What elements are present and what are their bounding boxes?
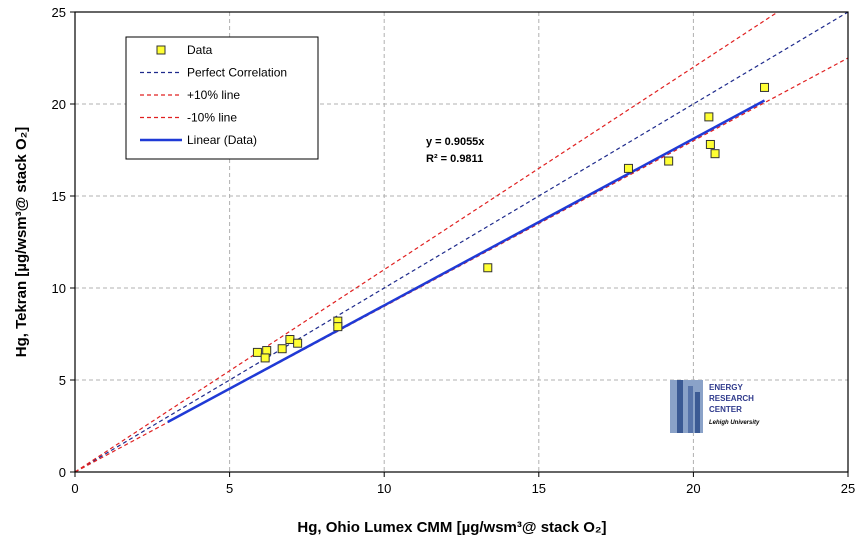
y-axis-title: Hg, Tekran [µg/wsm³@ stack O₂] [13,127,30,358]
x-tick-label-4: 20 [686,481,700,496]
logo-line-3: CENTER [709,405,742,414]
legend-label-linear-data: Linear (Data) [187,133,257,147]
energy-research-center-logo: ENERGY RESEARCH CENTER Lehigh University [670,380,760,433]
data-point-11 [704,112,714,122]
legend-label-10-line: +10% line [187,88,240,102]
y-axis-ticks: 0 5 10 15 20 25 [52,5,75,480]
legend-swatch-data [156,45,166,55]
data-point-12 [705,139,715,149]
data-point-9 [623,163,633,173]
x-tick-label-5: 25 [841,481,855,496]
linear-data-line [167,99,766,424]
trendline-equation: y = 0.9055x [426,136,485,148]
x-tick-label-2: 10 [377,481,391,496]
legend: Data Perfect Correlation +10% line -10% lin… [125,36,319,160]
data-point-1 [262,346,272,356]
data-point-8 [483,263,493,273]
legend-label-data: Data [187,43,213,57]
series-lines [75,12,848,472]
x-axis-title: Hg, Ohio Lumex CMM [µg/wsm³@ stack O₂] [297,519,606,536]
data-point-0 [252,347,262,357]
y-tick-label-3: 15 [52,189,66,204]
legend-label-perfect-correlation: Perfect Correlation [187,66,287,80]
legend-label-10-line: -10% line [187,111,237,125]
data-point-7 [333,322,343,332]
x-tick-label-0: 0 [71,481,78,496]
y-tick-label-4: 20 [52,97,66,112]
data-point-10 [664,156,674,166]
logo-line-4: Lehigh University [709,420,760,426]
data-point-2 [260,353,270,363]
data-point-3 [277,344,287,354]
data-point-5 [293,338,303,348]
y-tick-label-1: 5 [59,373,66,388]
trendline-r-squared: R² = 0.9811 [426,153,483,165]
data-points [252,82,770,363]
logo-line-2: RESEARCH [709,394,754,403]
x-tick-label-1: 5 [226,481,233,496]
plot-frame [74,11,849,473]
10-line-line [75,57,848,472]
y-tick-label-2: 10 [52,281,66,296]
data-point-13 [710,149,720,159]
data-point-14 [760,82,770,92]
data-point-4 [285,335,295,345]
y-tick-label-5: 25 [52,5,66,20]
legend-box [125,36,319,160]
perfect-correlation-line [75,12,848,472]
logo-line-1: ENERGY [709,383,743,392]
x-axis-ticks: 0 5 10 15 20 25 [71,472,855,496]
x-tick-label-3: 15 [532,481,546,496]
y-tick-label-0: 0 [59,465,66,480]
